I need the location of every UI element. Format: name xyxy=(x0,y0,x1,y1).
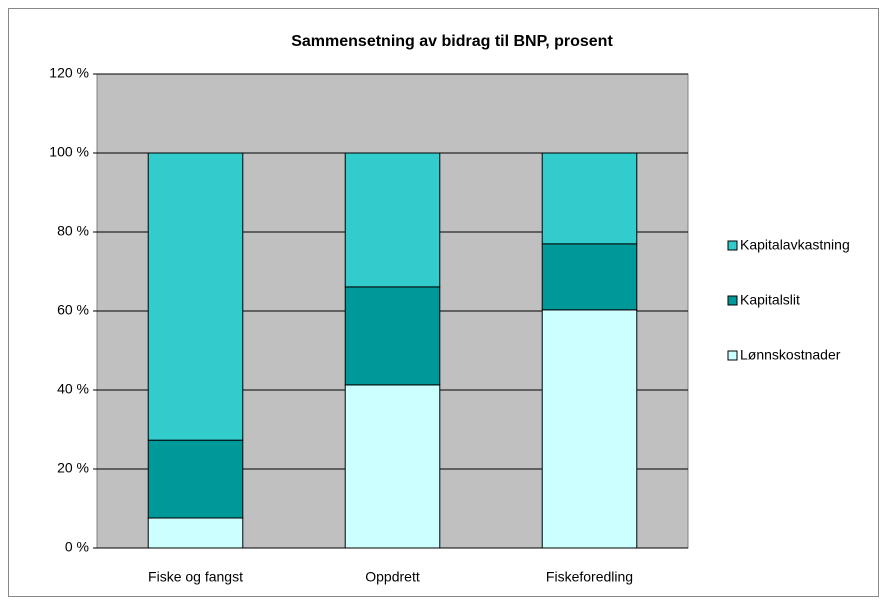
y-tick-label: 120 % xyxy=(49,65,89,81)
legend-swatch xyxy=(727,350,738,361)
chart-title: Sammensetning av bidrag til BNP, prosent xyxy=(291,33,613,50)
bar-segment xyxy=(147,517,244,549)
legend-label: Lønnskostnader xyxy=(740,347,841,363)
bar-segment xyxy=(344,152,441,288)
x-tick-label: Fiske og fangst xyxy=(148,569,243,585)
y-tick-label: 60 % xyxy=(57,302,89,318)
x-tick-label: Oppdrett xyxy=(365,569,420,585)
bar-segment xyxy=(344,384,441,549)
y-tick-label: 100 % xyxy=(49,144,89,160)
y-tick-label: 40 % xyxy=(57,381,89,397)
y-tick-label: 20 % xyxy=(57,460,89,476)
legend-label: Kapitalslit xyxy=(740,292,800,308)
bar-segment xyxy=(147,439,244,519)
bar-segment xyxy=(344,286,441,386)
legend-swatch xyxy=(727,240,738,251)
y-tick-label: 0 % xyxy=(65,539,89,555)
y-tick-label: 80 % xyxy=(57,223,89,239)
bar-segment xyxy=(147,152,244,441)
legend-label: Kapitalavkastning xyxy=(740,237,850,253)
bar-segment xyxy=(541,243,638,311)
bar-segment xyxy=(541,309,638,549)
bar-segment xyxy=(541,152,638,245)
legend-swatch xyxy=(727,295,738,306)
x-tick-label: Fiskeforedling xyxy=(546,569,633,585)
